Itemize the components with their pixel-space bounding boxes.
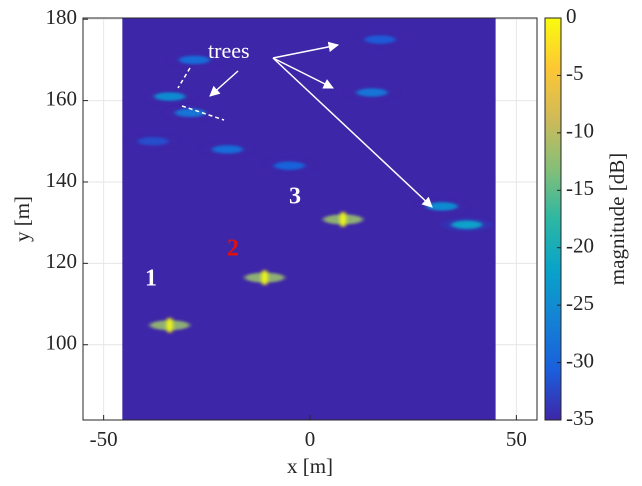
hotspot xyxy=(127,134,180,149)
y-tick-label: 180 xyxy=(46,5,78,29)
x-tick-label: 0 xyxy=(305,427,316,451)
hotspot xyxy=(354,32,407,47)
hotspot xyxy=(149,317,190,334)
plot-area: -50 0 50 100 120 140 160 180 x [m] y [m] 0 -5 -10 -15… xyxy=(10,4,629,478)
annotation: trees xyxy=(208,38,250,63)
annotation: 3 xyxy=(289,184,301,210)
hotspot-core xyxy=(356,88,388,97)
hotspot-core xyxy=(340,211,347,228)
colorbar-tick-label: 0 xyxy=(566,4,577,28)
hotspot xyxy=(440,217,493,232)
y-tick-label: 100 xyxy=(46,331,78,355)
y-tick-label: 140 xyxy=(46,168,78,192)
y-axis-label: y [m] xyxy=(10,196,34,242)
hotspot xyxy=(345,85,398,100)
arrows xyxy=(177,41,433,208)
annotation: 1 xyxy=(145,266,157,292)
hotspot-core xyxy=(178,55,211,65)
image xyxy=(122,18,496,420)
colorbar-tick-label: -10 xyxy=(566,119,594,143)
colorbar-tick-label: -30 xyxy=(566,348,594,372)
hotspot-core xyxy=(154,92,186,101)
hotspot-core xyxy=(364,35,396,44)
x-tick-label: -50 xyxy=(90,427,118,451)
hotspot-core xyxy=(211,145,244,154)
hotspot xyxy=(164,105,217,120)
annotation: 2 xyxy=(227,236,239,262)
hotspot xyxy=(244,269,285,286)
image-background xyxy=(122,18,496,420)
hotspot xyxy=(323,211,364,228)
hotspot xyxy=(143,89,196,104)
hotspot-core xyxy=(273,161,305,170)
y-tick-label: 120 xyxy=(46,249,78,273)
colorbar-tick-label: -25 xyxy=(566,291,594,315)
colorbar-tick-label: -20 xyxy=(566,234,594,258)
hotspot-core xyxy=(137,137,169,146)
colorbar xyxy=(544,17,562,421)
x-tick-label: 50 xyxy=(506,427,527,451)
hotspot xyxy=(263,158,316,173)
colorbar-tick-label: -15 xyxy=(566,176,594,200)
hotspot-core xyxy=(166,317,173,334)
hotspot-core xyxy=(174,108,206,118)
annotations: trees 1 2 3 xyxy=(145,38,433,292)
hotspot xyxy=(168,52,221,67)
hotspot xyxy=(416,199,469,214)
hotspot-core xyxy=(261,269,268,286)
y-tick-label: 160 xyxy=(46,86,78,110)
hotspot xyxy=(201,142,254,157)
x-axis-label: x [m] xyxy=(287,454,333,478)
hotspot-core xyxy=(426,202,458,211)
colorbar-label: magnitude [dB] xyxy=(605,153,629,285)
colorbar-tick-label: -35 xyxy=(566,406,594,430)
hotspot-core xyxy=(451,220,483,229)
colorbar-tick-label: -5 xyxy=(566,61,584,85)
